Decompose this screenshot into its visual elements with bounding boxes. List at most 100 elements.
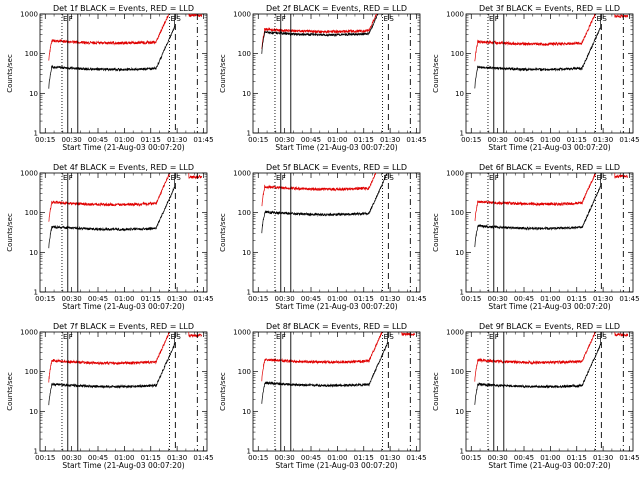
marker-label: F xyxy=(495,174,499,182)
y-tick-label: 1000 xyxy=(20,329,38,337)
marker-label: S xyxy=(389,15,394,23)
x-tick-label: 01:45 xyxy=(406,295,426,303)
x-tick-label: 00:15 xyxy=(35,454,55,462)
marker-label: F xyxy=(495,333,499,341)
x-tick-label: 01:45 xyxy=(406,454,426,462)
series-line-lld xyxy=(474,173,628,222)
y-tick-label: 100 xyxy=(451,368,464,376)
panel-title: Det 1f BLACK = Events, RED = LLD xyxy=(53,4,194,13)
marker-label: S xyxy=(389,174,394,182)
y-tick-label: 1 xyxy=(460,448,464,456)
x-tick-label: 00:30 xyxy=(488,454,508,462)
y-tick-label: 1 xyxy=(460,289,464,297)
series-line-lld xyxy=(474,14,629,62)
plot-frame xyxy=(465,172,634,293)
x-tick-label: 01:00 xyxy=(114,295,134,303)
x-tick-label: 01:30 xyxy=(593,136,613,144)
x-tick-label: 01:30 xyxy=(380,295,400,303)
marker-label: E xyxy=(63,15,67,23)
x-tick-label: 01:15 xyxy=(354,136,374,144)
panel-title: Det 2f BLACK = Events, RED = LLD xyxy=(266,4,407,13)
y-tick-label: 10 xyxy=(242,249,251,257)
panel-det-2f: Det 2f BLACK = Events, RED = LLD 1 10 100 10… xyxy=(219,4,427,152)
panel-det-4f: Det 4f BLACK = Events, RED = LLD 1 10 100 10… xyxy=(6,163,214,311)
panel-title: Det 4f BLACK = Events, RED = LLD xyxy=(53,163,194,172)
plot-frame xyxy=(252,172,421,293)
x-tick-label: 01:15 xyxy=(141,136,161,144)
x-tick-label: 01:15 xyxy=(141,295,161,303)
marker-label: S xyxy=(176,174,181,182)
y-tick-label: 1 xyxy=(247,448,251,456)
marker-label: E xyxy=(384,333,388,341)
panel-det-5f: Det 5f BLACK = Events, RED = LLD 1 10 100 10… xyxy=(219,163,427,311)
x-tick-label: 01:15 xyxy=(567,454,587,462)
marker-label: E xyxy=(489,333,493,341)
marker-label: E xyxy=(276,15,280,23)
marker-label: F xyxy=(282,174,286,182)
x-tick-label: 01:30 xyxy=(167,295,187,303)
series-line-lld xyxy=(474,332,629,382)
marker-label: F xyxy=(69,15,73,23)
series-line-events xyxy=(261,332,389,404)
panel-title: Det 8f BLACK = Events, RED = LLD xyxy=(266,322,407,331)
x-tick-label: 01:00 xyxy=(327,136,347,144)
plot-frame xyxy=(252,331,421,452)
y-axis-label: Counts/sec xyxy=(432,54,440,93)
y-tick-label: 1 xyxy=(247,289,251,297)
panel-title: Det 9f BLACK = Events, RED = LLD xyxy=(479,322,620,331)
x-axis-label: Start Time (21-Aug-03 00:07:20) xyxy=(488,143,610,152)
y-tick-label: 10 xyxy=(455,408,464,416)
x-tick-label: 00:30 xyxy=(488,136,508,144)
x-tick-label: 00:30 xyxy=(488,295,508,303)
marker-label: F xyxy=(282,15,286,23)
x-tick-label: 00:15 xyxy=(461,295,481,303)
x-tick-label: 00:45 xyxy=(301,454,321,462)
marker-label: F xyxy=(69,174,73,182)
x-tick-label: 00:45 xyxy=(88,295,108,303)
marker-label: S xyxy=(389,333,394,341)
y-axis-label: Counts/sec xyxy=(219,213,227,252)
plot-frame xyxy=(465,13,634,134)
marker-label: E xyxy=(597,15,601,23)
panel-title: Det 3f BLACK = Events, RED = LLD xyxy=(479,4,620,13)
marker-label: E xyxy=(276,333,280,341)
x-tick-label: 00:45 xyxy=(88,454,108,462)
marker-label: S xyxy=(176,15,181,23)
x-tick-label: 01:45 xyxy=(193,136,213,144)
marker-label: E xyxy=(489,174,493,182)
panel-det-6f: Det 6f BLACK = Events, RED = LLD 1 10 100 10… xyxy=(432,163,640,311)
x-tick-label: 01:45 xyxy=(619,136,639,144)
y-tick-label: 1000 xyxy=(233,11,251,19)
x-tick-label: 01:30 xyxy=(167,136,187,144)
x-tick-label: 01:00 xyxy=(114,454,134,462)
series-line-events xyxy=(261,14,379,54)
x-tick-label: 01:00 xyxy=(540,454,560,462)
y-tick-label: 1 xyxy=(247,130,251,138)
panel-det-3f: Det 3f BLACK = Events, RED = LLD 1 10 100 10… xyxy=(432,4,640,152)
y-tick-label: 1000 xyxy=(446,329,464,337)
y-tick-label: 10 xyxy=(29,408,38,416)
panel-det-8f: Det 8f BLACK = Events, RED = LLD 1 10 100 10… xyxy=(219,322,427,470)
marker-label: E xyxy=(597,333,601,341)
y-axis-label: Counts/sec xyxy=(6,54,14,93)
x-tick-label: 01:00 xyxy=(114,136,134,144)
series-line-lld xyxy=(261,332,416,382)
series-line-events xyxy=(48,173,176,249)
plot-frame xyxy=(252,13,421,134)
y-tick-label: 100 xyxy=(451,209,464,217)
y-tick-label: 100 xyxy=(25,368,38,376)
series-group xyxy=(261,14,379,54)
y-tick-label: 100 xyxy=(451,50,464,58)
x-tick-label: 00:15 xyxy=(35,295,55,303)
x-tick-label: 01:15 xyxy=(567,136,587,144)
series-line-lld xyxy=(261,173,377,207)
y-tick-label: 1 xyxy=(34,130,38,138)
marker-label: F xyxy=(282,333,286,341)
x-tick-label: 01:00 xyxy=(327,454,347,462)
panel-title: Det 5f BLACK = Events, RED = LLD xyxy=(266,163,407,172)
series-group xyxy=(48,14,203,89)
y-tick-label: 100 xyxy=(25,50,38,58)
x-tick-label: 00:45 xyxy=(301,295,321,303)
y-tick-label: 100 xyxy=(25,209,38,217)
